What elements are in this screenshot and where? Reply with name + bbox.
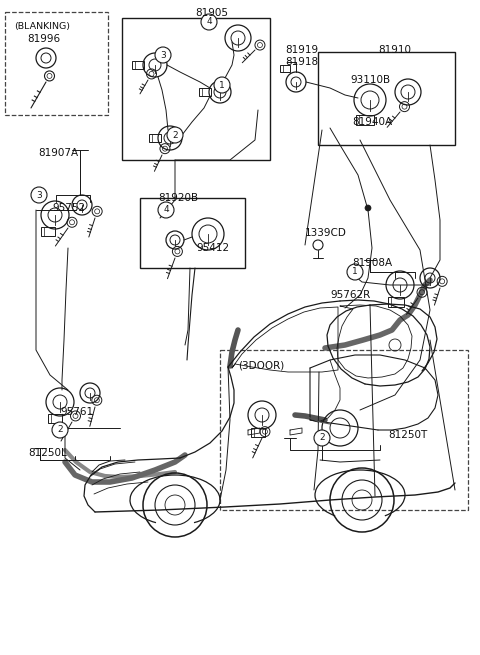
Bar	[318, 52, 455, 145]
Bar	[122, 18, 270, 160]
Text: 81920B: 81920B	[158, 193, 198, 203]
Circle shape	[52, 422, 68, 438]
Text: 81918: 81918	[285, 57, 318, 67]
Text: 1: 1	[352, 267, 358, 276]
Text: 81908A: 81908A	[352, 258, 392, 268]
Circle shape	[314, 430, 330, 446]
Text: 2: 2	[57, 426, 63, 434]
Bar	[388, 297, 404, 307]
Circle shape	[214, 77, 230, 93]
Text: (BLANKING): (BLANKING)	[14, 22, 70, 31]
Text: 95412: 95412	[196, 243, 229, 253]
Text: 81910: 81910	[378, 45, 411, 55]
Text: 81919: 81919	[285, 45, 318, 55]
Text: 3: 3	[160, 50, 166, 60]
Bar	[356, 115, 374, 125]
Bar	[251, 428, 265, 436]
Bar	[48, 413, 62, 422]
Text: (3DOOR): (3DOOR)	[238, 360, 284, 370]
Text: 1339CD: 1339CD	[305, 228, 347, 238]
Bar	[140, 198, 245, 268]
Bar	[132, 61, 144, 69]
Text: 95762R: 95762R	[330, 290, 370, 300]
Circle shape	[155, 47, 171, 63]
Text: 3: 3	[36, 191, 42, 200]
Circle shape	[201, 14, 217, 30]
Text: 4: 4	[206, 18, 212, 26]
Text: 1: 1	[219, 81, 225, 90]
Text: 81996: 81996	[27, 34, 60, 44]
Circle shape	[365, 205, 371, 211]
Text: 81250T: 81250T	[388, 430, 427, 440]
Circle shape	[167, 127, 183, 143]
Bar	[5, 12, 108, 115]
Text: 93110B: 93110B	[350, 75, 390, 85]
Circle shape	[158, 202, 174, 218]
Text: 81907A: 81907A	[38, 148, 78, 158]
Bar	[41, 227, 55, 236]
Text: 81940A: 81940A	[352, 117, 392, 127]
Bar	[199, 88, 211, 96]
Bar	[149, 134, 161, 142]
Bar	[280, 64, 290, 71]
Bar	[220, 350, 468, 510]
Circle shape	[347, 264, 363, 280]
Text: 95761: 95761	[60, 407, 93, 417]
Text: 81250L: 81250L	[28, 448, 67, 458]
Circle shape	[31, 187, 47, 203]
Text: 81905: 81905	[195, 8, 228, 18]
Text: 2: 2	[172, 130, 178, 140]
Text: 4: 4	[163, 206, 169, 214]
Text: 2: 2	[319, 434, 325, 443]
Text: 95752: 95752	[52, 203, 85, 213]
